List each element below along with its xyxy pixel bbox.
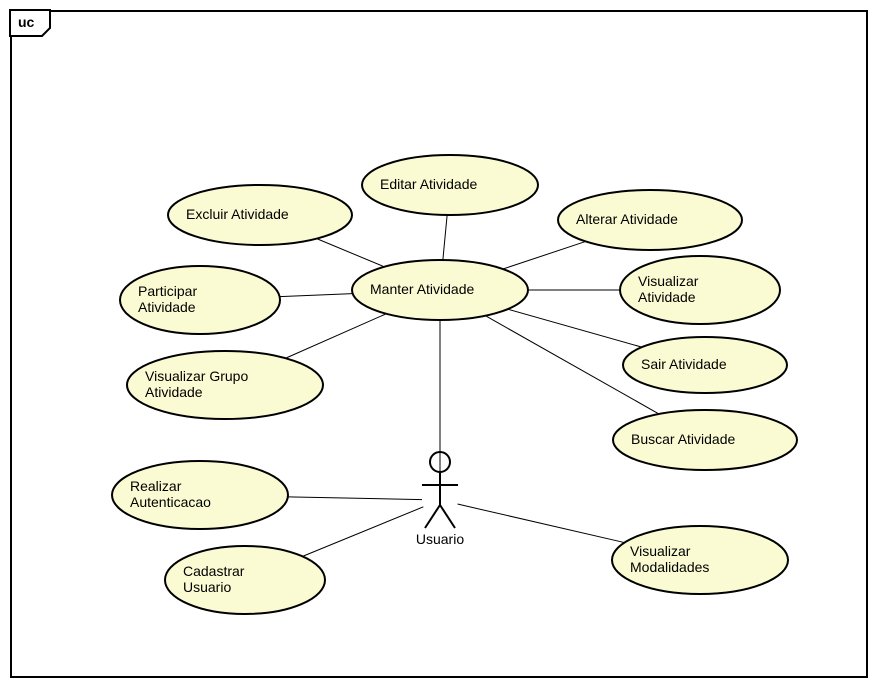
usecase-modalidades: VisualizarModalidades [612, 526, 788, 594]
usecase-label: Manter Atividade [370, 281, 474, 297]
usecase-label: Cadastrar [183, 563, 245, 579]
usecase-cadastrar: CadastrarUsuario [165, 546, 325, 614]
usecase-label: Modalidades [630, 559, 709, 575]
usecase-label: Sair Atividade [641, 356, 727, 372]
usecase-label: Realizar [130, 478, 182, 494]
association-manter-editar [443, 215, 447, 260]
actor-label: Usuario [416, 531, 464, 547]
usecase-label: Visualizar Grupo [145, 368, 248, 384]
association-manter-sair [508, 309, 642, 347]
usecase-label: Buscar Atividade [631, 431, 735, 447]
association-usuario-modalidades [458, 504, 625, 543]
usecase-participar: ParticiparAtividade [120, 266, 280, 334]
usecase-vis_grupo: Visualizar GrupoAtividade [127, 351, 323, 419]
usecase-label: Visualizar [638, 273, 699, 289]
usecase-label: Excluir Atividade [186, 206, 289, 222]
usecase-editar: Editar Atividade [362, 155, 538, 215]
diagram-frame: uc Manter AtividadeEditar AtividadeExclu… [0, 0, 880, 690]
usecase-label: Visualizar [630, 543, 691, 559]
usecase-alterar: Alterar Atividade [558, 190, 742, 250]
association-manter-alterar [503, 241, 586, 269]
usecase-label: Alterar Atividade [576, 211, 678, 227]
usecase-excluir: Excluir Atividade [168, 185, 352, 245]
association-manter-vis_grupo [286, 314, 387, 359]
usecase-visualizar: VisualizarAtividade [620, 256, 780, 324]
usecase-sair: Sair Atividade [623, 337, 787, 393]
usecase-label: Editar Atividade [380, 176, 477, 192]
usecase-label: Atividade [638, 289, 696, 305]
association-manter-participar [280, 294, 353, 297]
usecase-buscar: Buscar Atividade [613, 410, 797, 470]
use-case-diagram: Manter Atividade Editar Atividade Excluir … [0, 0, 880, 690]
usecase-label: Usuario [183, 579, 231, 595]
usecase-manter: Manter Atividade [352, 260, 528, 320]
association-usuario-cadastrar [303, 507, 424, 557]
association-manter-excluir [317, 239, 385, 267]
usecase-label: Atividade [145, 384, 203, 400]
usecase-label: Participar [138, 283, 197, 299]
usecase-realizar: RealizarAutenticacao [112, 461, 288, 529]
usecase-label: Autenticacao [130, 494, 211, 510]
association-usuario-realizar [288, 497, 422, 500]
usecase-label: Atividade [138, 299, 196, 315]
